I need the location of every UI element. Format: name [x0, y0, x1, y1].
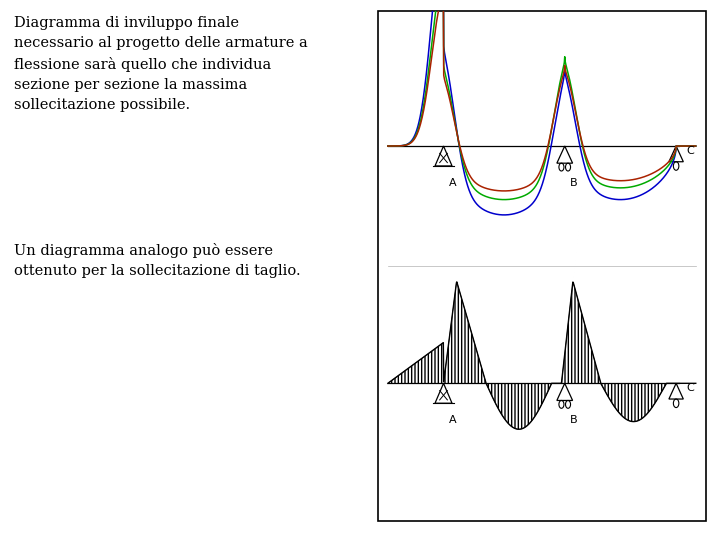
- Text: B: B: [570, 178, 577, 188]
- Text: A: A: [449, 415, 456, 425]
- Text: C: C: [686, 383, 693, 394]
- Text: A: A: [449, 178, 456, 188]
- Text: Un diagramma analogo può essere
ottenuto per la sollecitazione di taglio.: Un diagramma analogo può essere ottenuto…: [14, 243, 301, 278]
- Text: Diagramma di inviluppo finale
necessario al progetto delle armature a
flessione : Diagramma di inviluppo finale necessario…: [14, 16, 308, 112]
- Text: C: C: [686, 146, 693, 156]
- Text: B: B: [570, 415, 577, 425]
